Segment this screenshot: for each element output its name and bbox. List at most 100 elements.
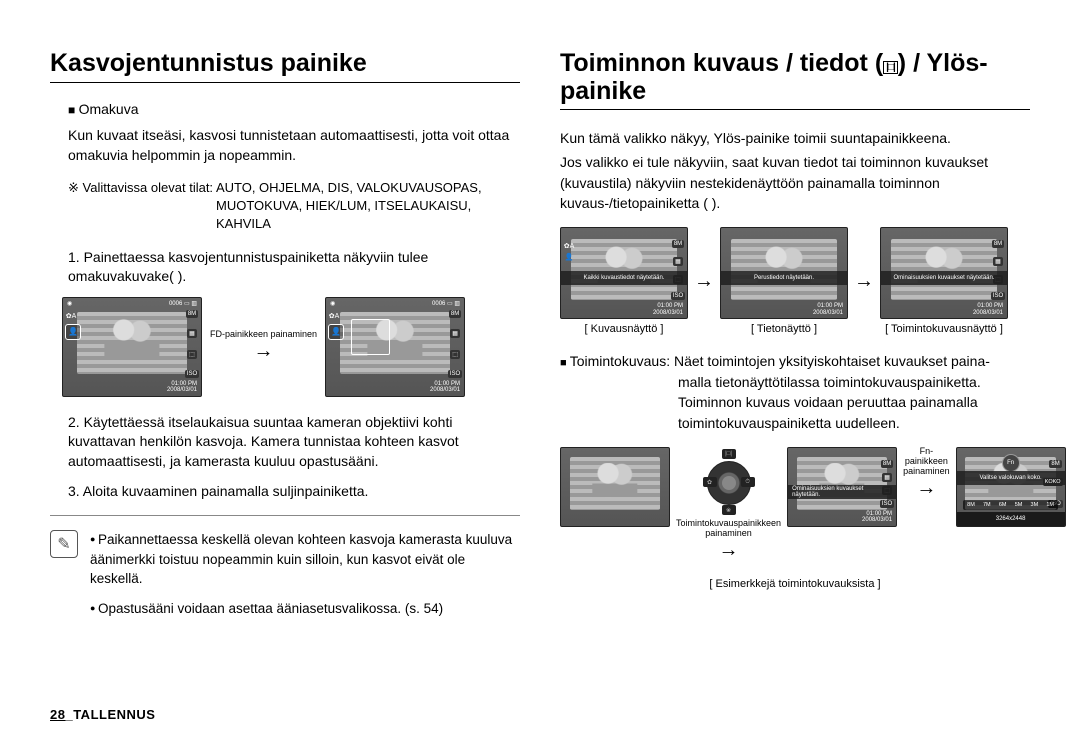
lcd-bottom: 01:00 PM 2008/03/01: [326, 381, 464, 394]
banner-b: Perustiedot näytetään.: [721, 271, 847, 285]
iso-icon: ISO: [991, 292, 1005, 300]
lcd-photo: [570, 457, 661, 510]
lcd-before: ◉ 0006 ▭ ▥ ✿A 👤 8M ▦ ⬚ ISO 01:00 PM 2008/…: [62, 297, 202, 397]
qual-icon: ▦: [673, 257, 683, 266]
iso-icon: ISO: [671, 292, 685, 300]
lcd-rightcol: 8M ▦ ⬚ ISO: [448, 310, 462, 378]
page-columns: Kasvojentunnistus painike Omakuva Kun ku…: [50, 50, 1030, 670]
lcd-top-status: 0006 ▭ ▥: [169, 300, 197, 307]
dpad-left: ✿: [703, 477, 717, 487]
func-desc-block: Toimintokuvaus: Näet toimintojen yksityi…: [560, 351, 1030, 433]
func-l3: Toiminnon kuvaus voidaan peruuttaa paina…: [560, 392, 978, 412]
lcd-seq-right: Fn 8M ISO Valitse valokuvan koko. 8M 7M …: [956, 447, 1066, 527]
res-icon: 8M: [992, 240, 1004, 248]
func-l2: malla tietonäyttötilassa toimintokuvausp…: [560, 372, 981, 392]
size-opt: 5M: [1015, 502, 1023, 508]
qual-icon: ▦: [187, 329, 197, 338]
footer-section: TALLENNUS: [73, 707, 155, 722]
description-icon: |□|: [883, 61, 898, 74]
fn-badge: Fn: [1002, 454, 1020, 472]
dpad-icon: |□| ✿ ⏱ ❀: [703, 447, 755, 517]
lcd-after: ◉0006 ▭ ▥ ✿A 👤 8M ▦ ⬚ ISO 01:00 PM 2008/…: [325, 297, 465, 397]
people-icon: [592, 463, 637, 497]
left-column: Kasvojentunnistus painike Omakuva Kun ku…: [50, 50, 520, 670]
modes-prefix: ※ Valittavissa olevat tilat:: [68, 180, 213, 195]
lcd-date: 2008/03/01: [885, 310, 1003, 317]
meter-icon: ⬚: [187, 350, 197, 359]
right-intro-2: Jos valikko ei tule näkyviin, saat kuvan…: [560, 152, 1030, 213]
self-portrait-icon: 👤: [65, 324, 81, 340]
lcd-time: 01:00 PM: [792, 511, 892, 518]
lcd-date: 2008/03/01: [792, 517, 892, 524]
banner-c: Ominaisuuksien kuvaukset näytetään.: [881, 271, 1007, 285]
caption-shooting: [ Kuvausnäyttö ]: [585, 323, 664, 335]
lcd-photo: [797, 457, 888, 510]
omakuva-intro: Kun kuvaat itseäsi, kasvosi tunnistetaan…: [50, 125, 520, 166]
arrow-right-icon: →: [694, 270, 714, 293]
qual-icon: ▦: [882, 473, 892, 482]
omakuva-heading: Omakuva: [50, 101, 520, 117]
right-intro-1: Kun tämä valikko näkyy, Ylös-painike toi…: [560, 128, 1030, 148]
koko-label: KOKO: [1043, 478, 1063, 486]
res-icon: 8M: [672, 240, 684, 248]
note-item-2: Opastusääni voidaan asettaa ääniasetusva…: [90, 599, 520, 619]
step-3: 3. Aloita kuvaaminen painamalla suljinpa…: [50, 482, 520, 502]
example-caption: [ Esimerkkejä toimintokuvauksista ]: [560, 578, 1030, 590]
fn-press-label: Fn-painikkeen painaminen: [903, 447, 950, 477]
qual-icon: ▦: [450, 329, 460, 338]
lcd-time: 01:00 PM: [565, 303, 683, 310]
arrow-right-icon: →: [903, 477, 950, 500]
lcd-mode-icon: ◉: [330, 300, 335, 307]
lcd-date: 2008/03/01: [725, 310, 843, 317]
info-note-box: ✎ Paikannettaessa keskellä olevan kohtee…: [50, 515, 520, 628]
size-opt: 6M: [999, 502, 1007, 508]
size-opt: 8M: [967, 502, 975, 508]
lcd-date: 2008/03/01: [67, 387, 197, 394]
modes-line1: AUTO, OHJELMA, DIS, VALOKUVAUSOPAS,: [216, 180, 482, 195]
people-icon: [104, 318, 159, 358]
lcd-mode-icon: ◉: [67, 300, 72, 307]
dpad-press-label: Toimintokuvauspainikkeen painaminen: [676, 519, 781, 539]
size-res: 3264x2448: [957, 512, 1065, 526]
dpad-center: [722, 476, 736, 490]
right-column: Toiminnon kuvaus / tiedot (|□|) / Ylös-p…: [560, 50, 1030, 670]
qual-icon: ▦: [993, 257, 1003, 266]
left-title: Kasvojentunnistus painike: [50, 50, 520, 83]
flash-icon: ✿A: [66, 312, 77, 320]
page-number: 28: [50, 707, 65, 722]
size-opt: 7M: [983, 502, 991, 508]
iso-icon: ISO: [448, 370, 462, 378]
flash-icon: ✿A: [564, 242, 575, 250]
iso-icon: ISO: [185, 370, 199, 378]
modes-line2: MUOTOKUVA, HIEK/LUM, ITSELAUKAISU,: [68, 197, 471, 215]
selfie-preview-row: ◉ 0006 ▭ ▥ ✿A 👤 8M ▦ ⬚ ISO 01:00 PM 2008/…: [62, 297, 520, 397]
lcd-leftcol: ✿A: [328, 312, 340, 374]
right-title: Toiminnon kuvaus / tiedot (|□|) / Ylös-p…: [560, 50, 1030, 110]
res-icon: 8M: [449, 310, 461, 318]
lcd-time: 01:00 PM: [67, 381, 197, 388]
lcd-photo: [731, 239, 837, 300]
func-example-row: |□| ✿ ⏱ ❀ Toimintokuvauspainikkeen paina…: [560, 447, 1030, 562]
preview-shooting: ✿A👤 8M ▦ ⬚ ISO Kaikki kuvaustiedot näyte…: [560, 227, 688, 335]
page-footer: 28_TALLENNUS: [50, 707, 155, 722]
note-item-1: Paikannettaessa keskellä olevan kohteen …: [90, 530, 520, 589]
lcd-info: Perustiedot näytetään. 01:00 PM2008/03/0…: [720, 227, 848, 319]
lcd-photo: [891, 239, 997, 300]
lcd-rightcol: 8M ▦ ⬚ ISO: [185, 310, 199, 378]
arrow-right-icon: →: [854, 270, 874, 293]
face-frame: [351, 319, 390, 354]
lcd-leftcol: ✿A: [65, 312, 77, 374]
lcd-time: 01:00 PM: [330, 381, 460, 388]
size-opt: 1M: [1046, 502, 1054, 508]
iso-icon: ISO: [880, 500, 894, 508]
dpad-right: ⏱: [741, 477, 755, 487]
face-icon: 👤: [565, 253, 574, 261]
func-lead: Toimintokuvaus: Näet toimintojen yksityi…: [560, 353, 990, 369]
step-1: 1. Painettaessa kasvojentunnistuspainike…: [50, 248, 520, 287]
seq-mid: 8M ▦ ⬚ ISO Ominaisuuksien kuvaukset näyt…: [787, 447, 897, 527]
lcd-photo: [77, 312, 187, 375]
meter-icon: ⬚: [450, 350, 460, 359]
lcd-bottom: 01:00 PM 2008/03/01: [63, 381, 201, 394]
preview-info: Perustiedot näytetään. 01:00 PM2008/03/0…: [720, 227, 848, 335]
lcd-date: 2008/03/01: [565, 310, 683, 317]
